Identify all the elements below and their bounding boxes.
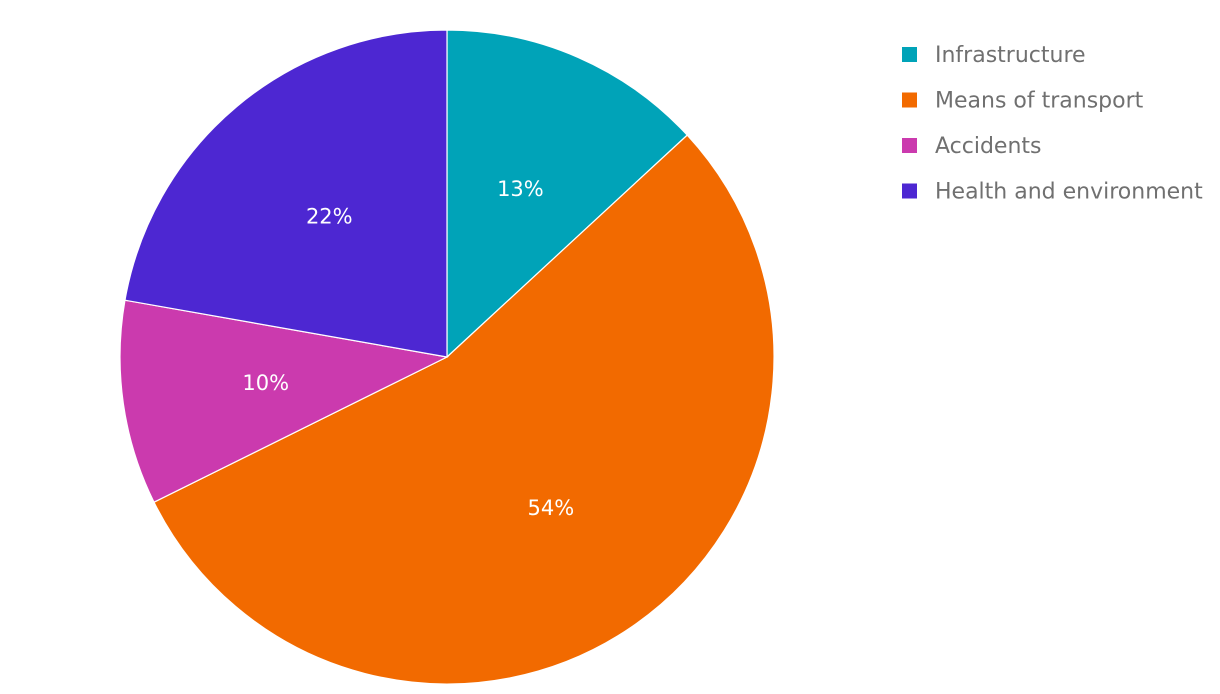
pie-slices bbox=[119, 29, 775, 685]
pie-slice-label-infrastructure: 13% bbox=[497, 177, 544, 201]
legend-swatch-infrastructure bbox=[902, 47, 917, 62]
pie-slice-health-and-environment bbox=[124, 29, 448, 358]
legend-swatch-accidents bbox=[902, 138, 917, 153]
legend: Infrastructure Means of transport Accident… bbox=[902, 43, 1203, 205]
legend-label-accidents: Accidents bbox=[935, 134, 1042, 159]
pie-slice-label-health-and-environment: 22% bbox=[306, 205, 353, 229]
pie-slice-infrastructure bbox=[446, 29, 689, 359]
pie-slice-label-means-of-transport: 54% bbox=[527, 496, 574, 520]
pie-slice-accidents bbox=[119, 299, 449, 504]
legend-swatch-means-of-transport bbox=[902, 92, 917, 108]
pie-slice-label-accidents: 10% bbox=[242, 371, 289, 395]
legend-label-infrastructure: Infrastructure bbox=[935, 43, 1086, 68]
legend-label-means-of-transport: Means of transport bbox=[935, 89, 1144, 114]
pie-slice-means-of-transport bbox=[153, 134, 775, 685]
legend-swatch-health-and-environment bbox=[902, 183, 917, 199]
legend-label-health-and-environment: Health and environment bbox=[935, 180, 1203, 205]
pie-slice-labels: 13% 54% 10% 22% bbox=[242, 177, 574, 520]
